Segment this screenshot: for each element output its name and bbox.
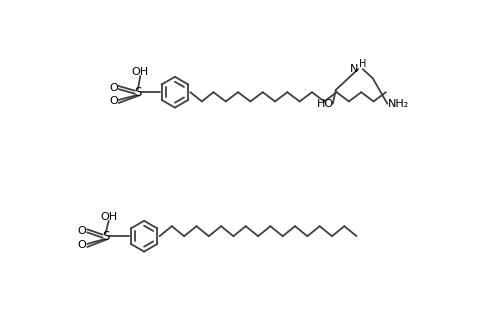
Text: H: H: [359, 59, 367, 69]
Text: NH₂: NH₂: [388, 99, 409, 109]
Text: S: S: [102, 230, 109, 243]
Text: OH: OH: [132, 67, 149, 77]
Text: O: O: [109, 96, 118, 107]
Text: O: O: [77, 240, 86, 250]
Text: S: S: [134, 86, 141, 99]
Text: OH: OH: [100, 212, 117, 222]
Text: O: O: [109, 83, 118, 93]
Text: N: N: [350, 64, 358, 74]
Text: O: O: [77, 226, 86, 236]
Text: HO: HO: [316, 99, 334, 109]
